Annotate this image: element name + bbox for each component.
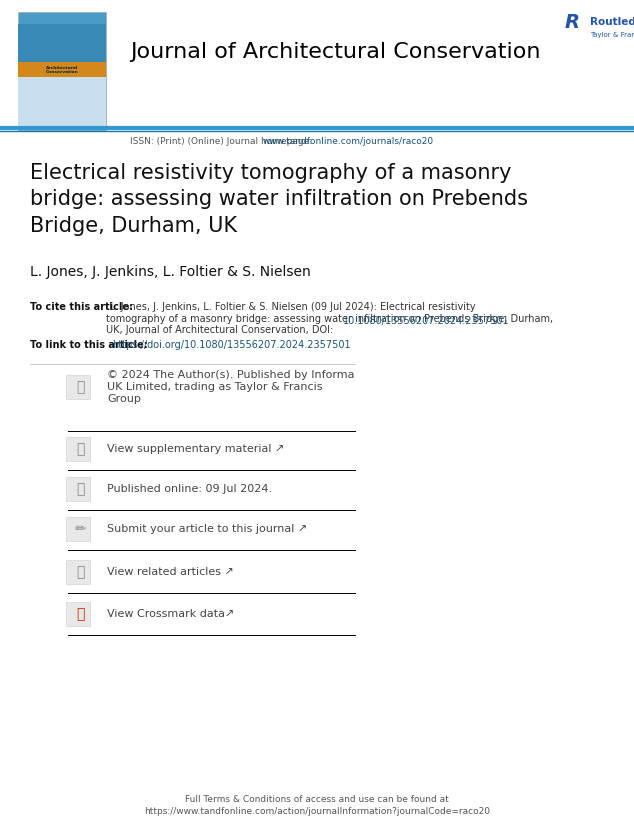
Bar — [18, 24, 106, 62]
Text: ✏: ✏ — [74, 522, 86, 536]
Text: View Crossmark data↗: View Crossmark data↗ — [107, 609, 235, 619]
Text: L. Jones, J. Jenkins, L. Foltier & S. Nielsen (09 Jul 2024): Electrical resistiv: L. Jones, J. Jenkins, L. Foltier & S. Ni… — [106, 302, 553, 335]
Text: 📅: 📅 — [76, 482, 84, 496]
Text: To cite this article:: To cite this article: — [30, 302, 133, 312]
Text: www.tandfonline.com/journals/raco20: www.tandfonline.com/journals/raco20 — [263, 137, 434, 146]
Text: © 2024 The Author(s). Published by Informa
UK Limited, trading as Taylor & Franc: © 2024 The Author(s). Published by Infor… — [107, 370, 354, 404]
Text: Routledge: Routledge — [590, 17, 634, 27]
Bar — [66, 477, 90, 501]
Text: View supplementary material ↗: View supplementary material ↗ — [107, 444, 285, 454]
Text: R: R — [564, 12, 579, 32]
Bar — [18, 62, 106, 77]
Text: 🔴: 🔴 — [76, 607, 84, 621]
Bar — [66, 517, 90, 541]
Bar — [66, 602, 90, 626]
Text: Published online: 09 Jul 2024.: Published online: 09 Jul 2024. — [107, 484, 272, 494]
Bar — [18, 77, 106, 130]
Bar — [18, 12, 106, 130]
Text: 10.1080/13556207.2024.2357501: 10.1080/13556207.2024.2357501 — [343, 316, 510, 326]
Text: Electrical resistivity tomography of a masonry
bridge: assessing water infiltrat: Electrical resistivity tomography of a m… — [30, 163, 528, 236]
Text: Submit your article to this journal ↗: Submit your article to this journal ↗ — [107, 524, 307, 534]
Text: To link to this article:: To link to this article: — [30, 340, 151, 350]
Text: 🔓: 🔓 — [76, 380, 84, 394]
Bar — [66, 375, 90, 399]
Text: Taylor & Francis Group: Taylor & Francis Group — [590, 32, 634, 38]
Text: Full Terms & Conditions of access and use can be found at
https://www.tandfonlin: Full Terms & Conditions of access and us… — [144, 795, 490, 816]
Text: 📄: 📄 — [76, 442, 84, 456]
Text: ISSN: (Print) (Online) Journal homepage:: ISSN: (Print) (Online) Journal homepage: — [130, 137, 315, 146]
Bar — [66, 437, 90, 461]
Text: L. Jones, J. Jenkins, L. Foltier & S. Nielsen: L. Jones, J. Jenkins, L. Foltier & S. Ni… — [30, 265, 311, 279]
Text: Architectural
Conservation: Architectural Conservation — [46, 66, 79, 74]
Text: https://doi.org/10.1080/13556207.2024.2357501: https://doi.org/10.1080/13556207.2024.23… — [112, 340, 351, 350]
Text: View related articles ↗: View related articles ↗ — [107, 567, 234, 577]
Text: 🔍: 🔍 — [76, 565, 84, 579]
Text: Journal of Architectural Conservation: Journal of Architectural Conservation — [130, 42, 541, 62]
Bar — [66, 560, 90, 584]
